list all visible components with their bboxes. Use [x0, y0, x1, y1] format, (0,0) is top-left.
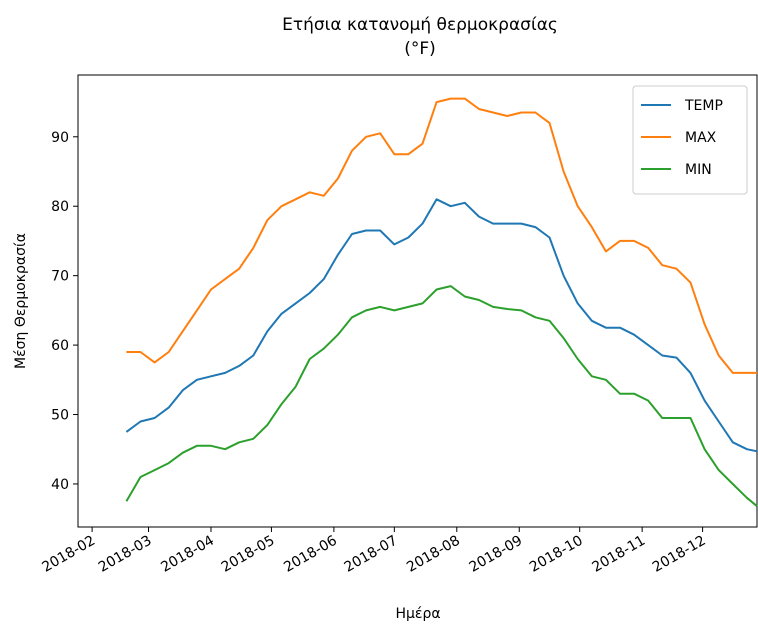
- chart-title: (°F): [404, 39, 436, 59]
- series-line: [125, 285, 758, 507]
- series-line: [126, 97, 757, 374]
- x-tick-label: 2018-10: [527, 533, 586, 576]
- x-tick-label: 2018-03: [96, 533, 155, 576]
- plot-frame: [77, 74, 758, 528]
- x-tick-label: 2018-07: [342, 533, 401, 576]
- legend-label: TEMP: [684, 98, 723, 114]
- legend-label: MIN: [685, 162, 712, 178]
- chart-title: Ετήσια κατανομή θερμοκρασίας: [282, 15, 558, 35]
- x-tick-label: 2018-11: [589, 533, 648, 576]
- legend-label: MAX: [685, 130, 717, 146]
- y-axis-label: Μέση Θερμοκρασία: [13, 233, 29, 369]
- x-tick-label: 2018-08: [404, 533, 463, 576]
- x-tick-label: 2018-09: [467, 533, 526, 576]
- x-tick-label: 2018-12: [650, 533, 709, 576]
- x-tick-label: 2018-02: [39, 533, 98, 576]
- y-tick-label: 70: [51, 269, 69, 285]
- x-tick-label: 2018-04: [158, 533, 217, 576]
- legend-box: [632, 85, 748, 195]
- x-axis-label: Ημέρα: [395, 606, 440, 622]
- y-tick-label: 60: [51, 338, 69, 354]
- y-tick-label: 40: [51, 477, 69, 493]
- x-tick-label: 2018-06: [281, 533, 340, 576]
- series-line: [125, 198, 758, 453]
- y-tick-label: 80: [51, 199, 69, 215]
- y-tick-label: 50: [51, 408, 69, 424]
- y-tick-label: 90: [51, 130, 69, 146]
- x-tick-label: 2018-05: [219, 533, 278, 576]
